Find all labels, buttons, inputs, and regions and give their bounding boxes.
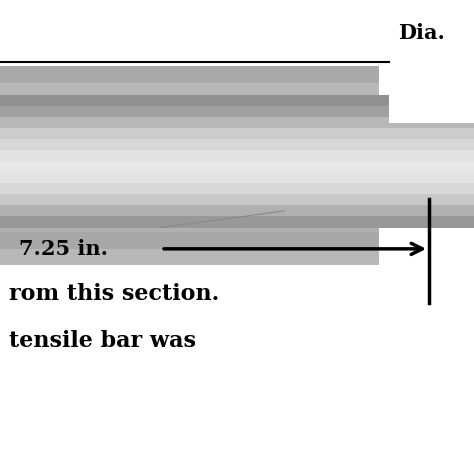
Bar: [389, 62, 474, 123]
Bar: [0, 166, 379, 182]
Bar: [0, 194, 474, 205]
Bar: [0, 161, 474, 172]
Bar: [0, 249, 379, 265]
Text: rom this section.: rom this section.: [9, 283, 220, 305]
Bar: [0, 216, 379, 232]
Bar: [0, 183, 474, 194]
Bar: [0, 172, 474, 183]
Text: Dia.: Dia.: [398, 23, 445, 43]
Bar: [0, 217, 474, 228]
Bar: [0, 199, 379, 216]
Bar: [0, 182, 379, 199]
Bar: [0, 149, 379, 166]
Bar: [0, 150, 474, 161]
Bar: [0, 133, 379, 149]
Bar: [0, 205, 474, 217]
Bar: [0, 128, 474, 139]
Bar: [379, 228, 474, 265]
Bar: [0, 232, 379, 249]
Bar: [0, 139, 474, 150]
Bar: [0, 106, 474, 117]
Bar: [0, 117, 474, 128]
Text: 7.25 in.: 7.25 in.: [19, 239, 108, 259]
Bar: [0, 66, 379, 83]
Bar: [0, 95, 474, 106]
Bar: [0, 83, 379, 100]
Text: tensile bar was: tensile bar was: [9, 330, 197, 352]
Bar: [0, 100, 379, 116]
Bar: [379, 66, 474, 95]
Bar: [0, 116, 379, 133]
